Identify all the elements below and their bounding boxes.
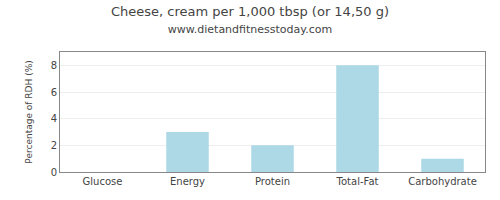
svg-text:4: 4 <box>51 113 57 124</box>
svg-text:Protein: Protein <box>255 176 290 187</box>
svg-text:Carbohydrate: Carbohydrate <box>408 176 477 187</box>
svg-text:Cheese, cream per 1,000 tbsp (: Cheese, cream per 1,000 tbsp (or 14,50 g… <box>111 4 389 36</box>
svg-text:0: 0 <box>51 167 57 178</box>
svg-text:8: 8 <box>51 60 57 71</box>
svg-text:Energy: Energy <box>170 176 205 187</box>
svg-text:2: 2 <box>51 140 57 151</box>
svg-text:Glucose: Glucose <box>83 176 123 187</box>
svg-text:Total-Fat: Total-Fat <box>336 176 379 187</box>
svg-text:6: 6 <box>51 87 57 98</box>
svg-text:Percentage of RDH (%): Percentage of RDH (%) <box>24 60 34 163</box>
